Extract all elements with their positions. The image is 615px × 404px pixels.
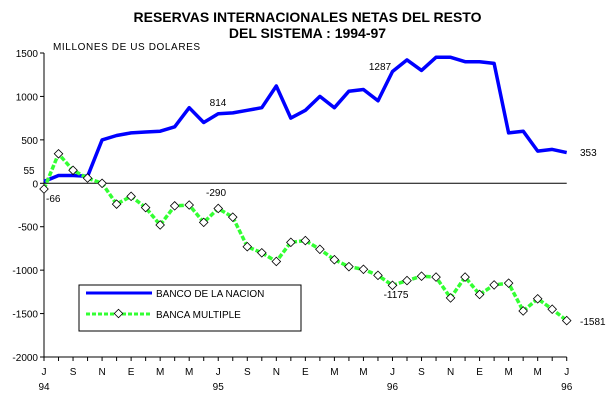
legend-marker-banca-multiple — [113, 308, 124, 319]
x-tick-label: M — [534, 367, 542, 378]
data-label: -290 — [206, 188, 226, 199]
point-marker-banca-multiple — [329, 254, 340, 265]
data-label: 1287 — [369, 62, 392, 73]
x-tick-label: M — [330, 367, 338, 378]
point-marker-banca-multiple — [169, 201, 180, 211]
point-marker-banca-multiple — [82, 173, 93, 183]
point-marker-banca-multiple — [53, 148, 64, 159]
x-tick-label: J — [42, 367, 47, 378]
point-marker-banca-multiple — [39, 184, 49, 194]
point-marker-banca-multiple — [271, 256, 282, 267]
point-marker-banca-multiple — [460, 272, 470, 282]
x-tick-label: S — [418, 367, 425, 378]
data-label: -66 — [46, 194, 61, 205]
point-marker-banca-multiple — [111, 199, 122, 209]
point-marker-banca-multiple — [227, 212, 238, 222]
x-year-label: 95 — [213, 382, 225, 393]
x-tick-label: M — [185, 367, 193, 378]
y-tick-label: -1000 — [12, 266, 38, 277]
legend-label-banca-multiple: BANCA MULTIPLE — [156, 310, 241, 321]
x-year-label: 96 — [387, 382, 399, 393]
point-marker-banca-multiple — [286, 237, 296, 248]
point-marker-banca-multiple — [489, 280, 499, 290]
series-line-banco-de-la-nacion — [43, 55, 568, 184]
point-marker-banca-multiple — [518, 306, 528, 316]
point-marker-banca-multiple — [315, 244, 325, 255]
x-tick-label: M — [156, 367, 164, 378]
point-marker-banca-multiple — [373, 270, 383, 281]
data-label: 814 — [210, 98, 227, 109]
chart-subtitle: DEL SISTEMA : 1994-97 — [228, 25, 387, 41]
point-marker-banca-multiple — [445, 293, 456, 303]
y-axis-label: MILLONES DE US DOLARES — [53, 42, 201, 53]
legend: BANCO DE LA NACION BANCA MULTIPLE — [78, 284, 302, 332]
x-tick-label: J — [564, 367, 569, 378]
x-tick-label: E — [128, 367, 135, 378]
point-marker-banca-multiple — [358, 264, 369, 275]
x-tick-label: E — [476, 367, 483, 378]
y-tick-label: 500 — [21, 136, 38, 147]
point-marker-banca-multiple — [300, 235, 311, 246]
point-marker-banca-multiple — [140, 202, 151, 213]
point-marker-banca-multiple — [402, 275, 412, 286]
point-marker-banca-multiple — [184, 200, 195, 210]
x-tick-label: J — [390, 367, 395, 378]
data-label: 353 — [580, 148, 597, 159]
x-tick-label: E — [302, 367, 309, 378]
x-tick-label: M — [359, 367, 367, 378]
x-tick-label: M — [504, 367, 512, 378]
point-marker-banca-multiple — [431, 272, 441, 282]
point-marker-banca-multiple — [242, 241, 253, 252]
point-marker-banca-multiple — [416, 271, 427, 282]
x-year-label: 94 — [38, 382, 50, 393]
chart-title: RESERVAS INTERNACIONALES NETAS DEL RESTO — [133, 9, 482, 25]
point-marker-banca-multiple — [561, 315, 572, 326]
point-marker-banca-multiple — [547, 304, 558, 315]
y-tick-label: 0 — [32, 179, 38, 190]
y-tick-label: 1000 — [16, 92, 39, 103]
y-tick-label: -1500 — [12, 310, 38, 321]
y-tick-label: 1500 — [16, 49, 39, 60]
point-marker-banca-multiple — [155, 220, 165, 230]
y-tick-label: -500 — [18, 223, 38, 234]
point-marker-banca-multiple — [126, 191, 136, 202]
data-label: 55 — [23, 166, 35, 177]
x-tick-label: N — [98, 367, 105, 378]
point-marker-banca-multiple — [344, 261, 354, 272]
x-year-label: 96 — [561, 382, 573, 393]
point-marker-banca-multiple — [213, 203, 224, 214]
point-marker-banca-multiple — [503, 278, 514, 288]
legend-label-banco-de-la-nacion: BANCO DE LA NACION — [156, 289, 264, 300]
point-marker-banca-multiple — [387, 280, 398, 291]
point-marker-banca-multiple — [68, 165, 78, 176]
point-marker-banca-multiple — [532, 293, 543, 304]
x-tick-label: N — [273, 367, 280, 378]
x-tick-label: S — [244, 367, 251, 378]
data-label: -1581 — [580, 317, 606, 328]
data-label: -1175 — [384, 290, 409, 301]
point-marker-banca-multiple — [256, 247, 267, 258]
x-tick-label: J — [216, 367, 221, 378]
point-marker-banca-multiple — [474, 289, 485, 300]
point-marker-banca-multiple — [97, 178, 107, 189]
point-marker-banca-multiple — [198, 217, 209, 228]
x-tick-label: N — [447, 367, 454, 378]
x-tick-label: S — [70, 367, 77, 378]
y-tick-label: -2000 — [12, 353, 38, 364]
